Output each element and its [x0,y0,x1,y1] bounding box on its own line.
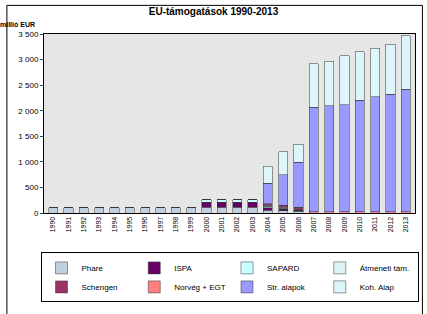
svg-text:1994: 1994 [111,217,118,233]
svg-text:1993: 1993 [95,217,102,233]
svg-text:Phare: Phare [82,264,104,273]
svg-text:2 000: 2 000 [18,107,39,116]
svg-text:2011: 2011 [371,217,378,232]
svg-text:Str. alapok: Str. alapok [267,283,306,292]
svg-text:1996: 1996 [141,217,148,233]
svg-text:1997: 1997 [157,217,164,233]
svg-text:ISPA: ISPA [174,264,192,273]
svg-text:500: 500 [25,183,39,192]
svg-text:2007: 2007 [310,217,317,233]
svg-text:2 500: 2 500 [18,81,39,90]
svg-text:EU-támogatások 1990-2013: EU-támogatások 1990-2013 [149,6,279,17]
svg-text:1998: 1998 [172,217,179,233]
svg-text:2001: 2001 [218,217,225,233]
svg-text:2013: 2013 [402,217,409,233]
svg-text:1 500: 1 500 [18,132,39,141]
svg-text:2000: 2000 [203,217,210,233]
svg-text:3 000: 3 000 [18,55,39,64]
svg-text:Norvég + EGT: Norvég + EGT [174,283,225,292]
svg-text:2008: 2008 [325,217,332,233]
svg-text:1 000: 1 000 [18,158,39,167]
svg-text:SAPARD: SAPARD [267,264,300,273]
svg-text:1990: 1990 [49,217,56,233]
svg-text:1991: 1991 [65,217,72,233]
svg-text:2002: 2002 [233,217,240,233]
svg-text:3 500: 3 500 [18,30,39,39]
svg-text:Átmeneti tám.: Átmeneti tám. [360,264,409,273]
svg-text:1995: 1995 [126,217,133,233]
svg-text:millió EUR: millió EUR [0,21,35,28]
svg-text:2006: 2006 [295,217,302,233]
svg-text:Schengen: Schengen [82,283,118,292]
svg-text:2009: 2009 [341,217,348,233]
svg-text:2004: 2004 [264,217,271,233]
svg-text:2012: 2012 [387,217,394,233]
svg-text:1999: 1999 [187,217,194,233]
svg-text:2005: 2005 [279,217,286,233]
svg-text:0: 0 [34,209,39,218]
svg-text:Koh. Alap: Koh. Alap [360,283,395,292]
svg-text:1992: 1992 [80,217,87,233]
svg-text:2010: 2010 [356,217,363,233]
svg-text:2003: 2003 [249,217,256,233]
